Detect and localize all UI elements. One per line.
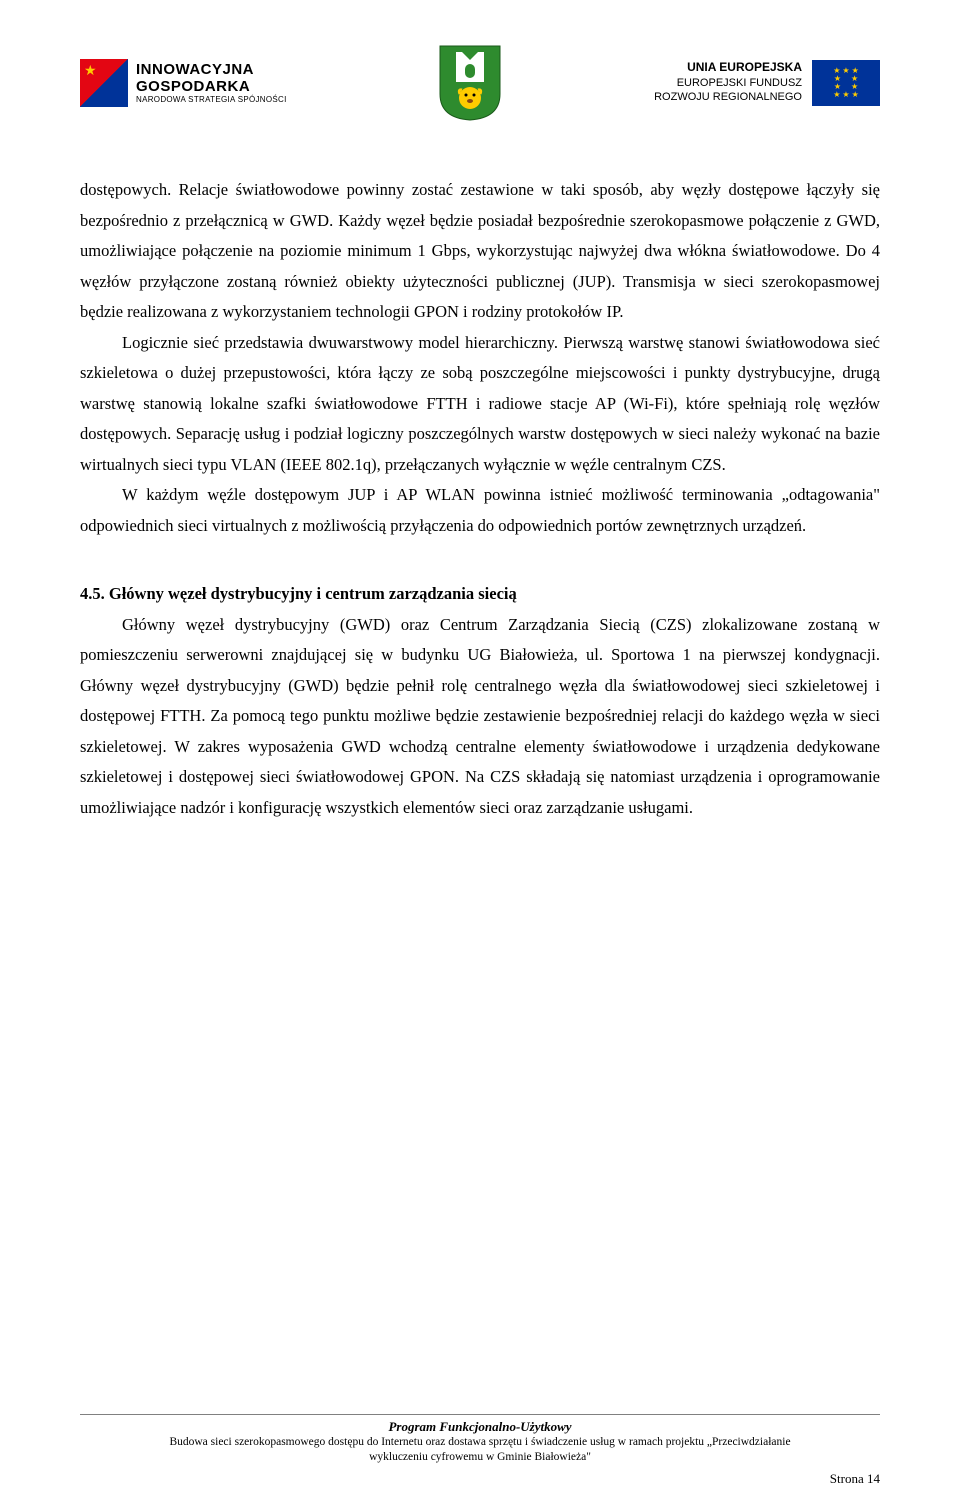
document-page: INNOWACYJNA GOSPODARKA NARODOWA STRATEGI… bbox=[0, 0, 960, 1507]
ig-line2: GOSPODARKA bbox=[136, 78, 287, 95]
page-number: Strona 14 bbox=[80, 1471, 880, 1487]
paragraph-4: Główny węzeł dystrybucyjny (GWD) oraz Ce… bbox=[80, 610, 880, 824]
eu-logo-text: UNIA EUROPEJSKA EUROPEJSKI FUNDUSZ ROZWO… bbox=[654, 60, 802, 104]
eu-line3: ROZWOJU REGIONALNEGO bbox=[654, 90, 802, 104]
ig-logo-text: INNOWACYJNA GOSPODARKA NARODOWA STRATEGI… bbox=[136, 61, 287, 104]
eu-stars-icon: ★ ★ ★★ ★★ ★★ ★ ★ bbox=[833, 67, 859, 99]
document-body: dostępowych. Relacje światłowodowe powin… bbox=[80, 175, 880, 823]
ig-line1: INNOWACYJNA bbox=[136, 61, 287, 78]
logo-eu-block: UNIA EUROPEJSKA EUROPEJSKI FUNDUSZ ROZWO… bbox=[654, 60, 880, 106]
eu-line2: EUROPEJSKI FUNDUSZ bbox=[677, 76, 802, 90]
footer-rule bbox=[80, 1414, 880, 1415]
eu-line1: UNIA EUROPEJSKA bbox=[687, 60, 802, 76]
footer-sub2: wykluczeniu cyfrowemu w Gminie Białowież… bbox=[80, 1450, 880, 1465]
ig-logo-icon bbox=[80, 59, 128, 107]
eu-flag-icon: ★ ★ ★★ ★★ ★★ ★ ★ bbox=[812, 60, 880, 106]
paragraph-2: Logicznie sieć przedstawia dwuwarstwowy … bbox=[80, 328, 880, 481]
section-heading-4-5: 4.5. Główny węzeł dystrybucyjny i centru… bbox=[80, 579, 880, 610]
logo-innowacyjna-gospodarka: INNOWACYJNA GOSPODARKA NARODOWA STRATEGI… bbox=[80, 59, 287, 107]
municipality-crest-icon bbox=[438, 44, 502, 122]
paragraph-1: dostępowych. Relacje światłowodowe powin… bbox=[80, 175, 880, 328]
paragraph-3: W każdym węźle dostępowym JUP i AP WLAN … bbox=[80, 480, 880, 541]
footer-sub1: Budowa sieci szerokopasmowego dostępu do… bbox=[80, 1435, 880, 1450]
header-logo-row: INNOWACYJNA GOSPODARKA NARODOWA STRATEGI… bbox=[80, 40, 880, 125]
page-footer: Program Funkcjonalno-Użytkowy Budowa sie… bbox=[80, 1414, 880, 1487]
footer-title: Program Funkcjonalno-Użytkowy bbox=[80, 1419, 880, 1435]
ig-line3: NARODOWA STRATEGIA SPÓJNOŚCI bbox=[136, 95, 287, 104]
